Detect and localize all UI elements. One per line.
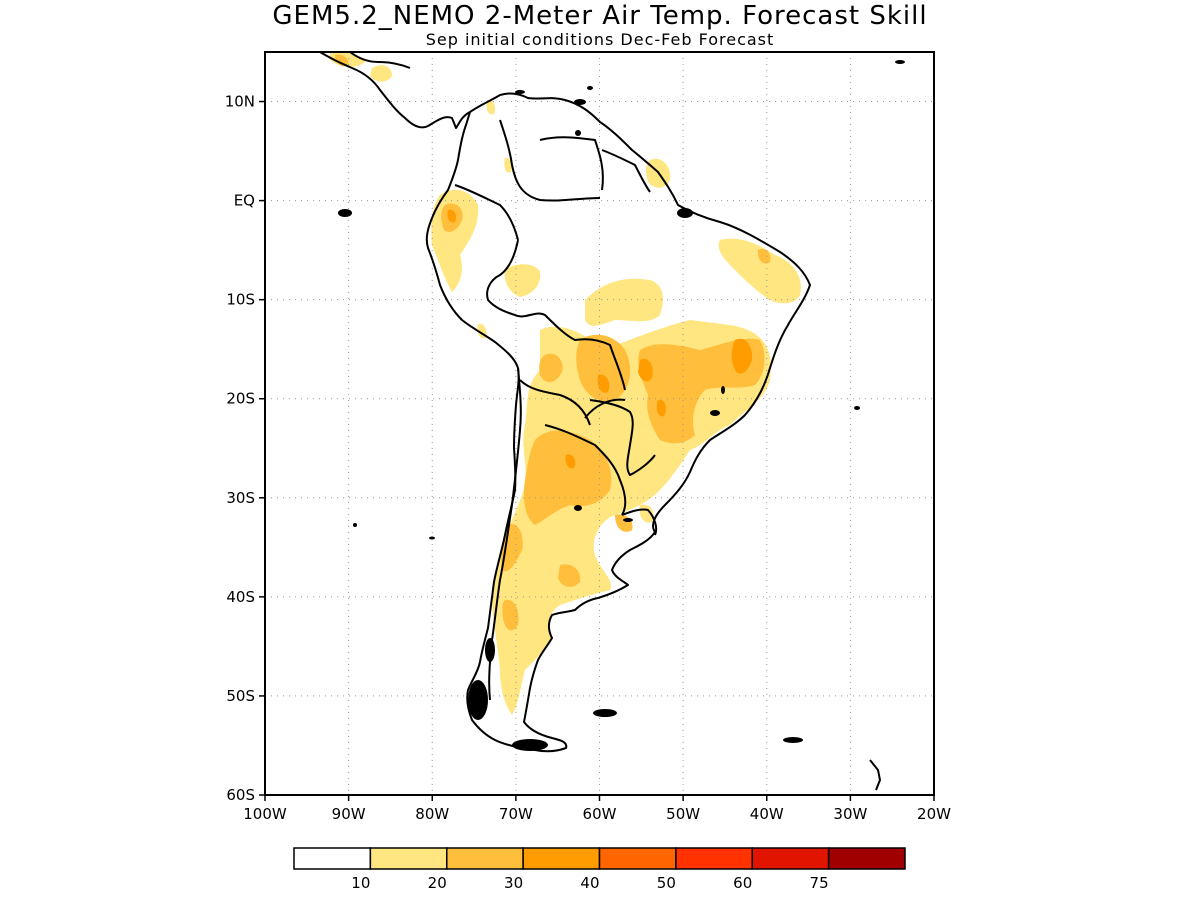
border-venezuela-guyana bbox=[539, 136, 604, 191]
lon-tick-label: 30W bbox=[833, 805, 867, 823]
shade-region bbox=[335, 54, 349, 66]
shade-region bbox=[504, 157, 512, 173]
colorbar-swatch bbox=[751, 847, 830, 870]
border-bolivia-argentina bbox=[519, 379, 591, 426]
colorbar-label: 40 bbox=[580, 874, 599, 892]
shade-region bbox=[718, 238, 801, 304]
lat-tick-label: 10N bbox=[225, 93, 255, 111]
galapagos-islands bbox=[338, 209, 352, 217]
island-dot bbox=[587, 86, 593, 90]
island-dot bbox=[895, 60, 905, 64]
border-brazil-bolivia bbox=[584, 398, 626, 419]
border-argentina-paraguay bbox=[544, 424, 627, 516]
chiloe-island bbox=[485, 638, 495, 662]
shade-region bbox=[597, 374, 610, 393]
island-dot bbox=[575, 130, 581, 136]
map-title: GEM5.2_NEMO 2-Meter Air Temp. Forecast S… bbox=[272, 1, 927, 31]
lon-tick-label: 60W bbox=[583, 805, 617, 823]
coastlines bbox=[319, 52, 811, 753]
colorbar-swatch bbox=[446, 847, 524, 870]
shade-region bbox=[615, 514, 633, 532]
colorbar-label: 10 bbox=[351, 874, 370, 892]
shade-region bbox=[565, 454, 576, 469]
colorbar-swatch bbox=[675, 847, 753, 870]
lon-tick-label: 20W bbox=[917, 805, 951, 823]
island-dot bbox=[429, 536, 435, 540]
lat-tick-label: 50S bbox=[226, 687, 255, 705]
skill-shading-10-20 bbox=[330, 52, 801, 715]
lat-tick-label: EQ bbox=[234, 192, 255, 210]
colorbar-label: 50 bbox=[657, 874, 676, 892]
shade-region bbox=[638, 358, 653, 382]
colorbar-swatch bbox=[369, 847, 448, 870]
lat-tick-label: 20S bbox=[226, 390, 255, 408]
shade-region bbox=[576, 334, 631, 402]
map-plot-area bbox=[265, 52, 934, 795]
colorbar-swatch bbox=[293, 847, 372, 870]
tierra-del-fuego bbox=[512, 739, 548, 751]
colorbar-swatch bbox=[522, 847, 601, 870]
shade-region bbox=[491, 320, 771, 715]
island-chain bbox=[869, 759, 882, 791]
longitude-axis: 100W 90W 80W 70W 60W 50W 40W 30W 20W bbox=[243, 795, 951, 823]
colorbar-label: 60 bbox=[733, 874, 752, 892]
island-dot bbox=[353, 523, 357, 527]
shade-region bbox=[447, 209, 457, 223]
colorbar-label: 30 bbox=[504, 874, 523, 892]
border-colombia-peru bbox=[454, 184, 519, 241]
lon-tick-label: 70W bbox=[499, 805, 533, 823]
colorbar-swatch bbox=[598, 847, 677, 870]
shade-region bbox=[370, 65, 392, 82]
shade-region bbox=[558, 564, 581, 587]
border-colombia-venezuela bbox=[499, 119, 601, 202]
border-peru-brazil-bolivia bbox=[486, 239, 626, 391]
shade-region bbox=[502, 599, 519, 631]
lon-tick-label: 100W bbox=[243, 805, 287, 823]
lon-tick-label: 40W bbox=[750, 805, 784, 823]
island-dot bbox=[515, 90, 525, 94]
south-georgia-island bbox=[783, 737, 803, 743]
marajo-island bbox=[677, 208, 693, 218]
shade-region bbox=[486, 99, 496, 115]
shade-region bbox=[585, 278, 663, 326]
rio-de-la-plata-dot bbox=[623, 518, 633, 522]
border-uruguay bbox=[621, 508, 658, 536]
lon-tick-label: 90W bbox=[332, 805, 366, 823]
colorbar-label: 75 bbox=[810, 874, 829, 892]
island-dot bbox=[574, 99, 586, 105]
border-paraguay bbox=[589, 399, 656, 476]
island-dot bbox=[710, 410, 720, 416]
lat-tick-label: 30S bbox=[226, 489, 255, 507]
lat-tick-label: 60S bbox=[226, 786, 255, 804]
shade-region bbox=[656, 399, 666, 417]
skill-shading-30-40 bbox=[447, 209, 753, 469]
lake bbox=[574, 505, 582, 511]
lon-tick-label: 80W bbox=[415, 805, 449, 823]
central-america-coast bbox=[319, 52, 471, 129]
colorbar: 10 20 30 40 50 60 75 bbox=[293, 847, 906, 892]
shade-region bbox=[523, 430, 612, 525]
lon-tick-label: 50W bbox=[666, 805, 700, 823]
central-america-north-coast bbox=[349, 52, 411, 69]
chile-archipelago bbox=[468, 680, 488, 720]
shade-region bbox=[757, 248, 771, 264]
skill-shading-20-30 bbox=[335, 54, 771, 631]
shade-region bbox=[504, 264, 541, 297]
islands bbox=[338, 60, 905, 791]
island-dot bbox=[854, 406, 860, 410]
lat-tick-label: 40S bbox=[226, 588, 255, 606]
border-guianas bbox=[601, 149, 651, 193]
island-dot bbox=[721, 386, 725, 394]
shade-region bbox=[731, 338, 753, 374]
map-subtitle: Sep initial conditions Dec-Feb Forecast bbox=[426, 30, 775, 49]
lat-tick-label: 10S bbox=[226, 291, 255, 309]
shade-region bbox=[539, 353, 563, 383]
colorbar-swatch bbox=[827, 847, 906, 870]
latitude-axis: 10N EQ 10S 20S 30S 40S 50S 60S bbox=[225, 93, 265, 804]
colorbar-label: 20 bbox=[428, 874, 447, 892]
falkland-islands bbox=[593, 709, 617, 717]
